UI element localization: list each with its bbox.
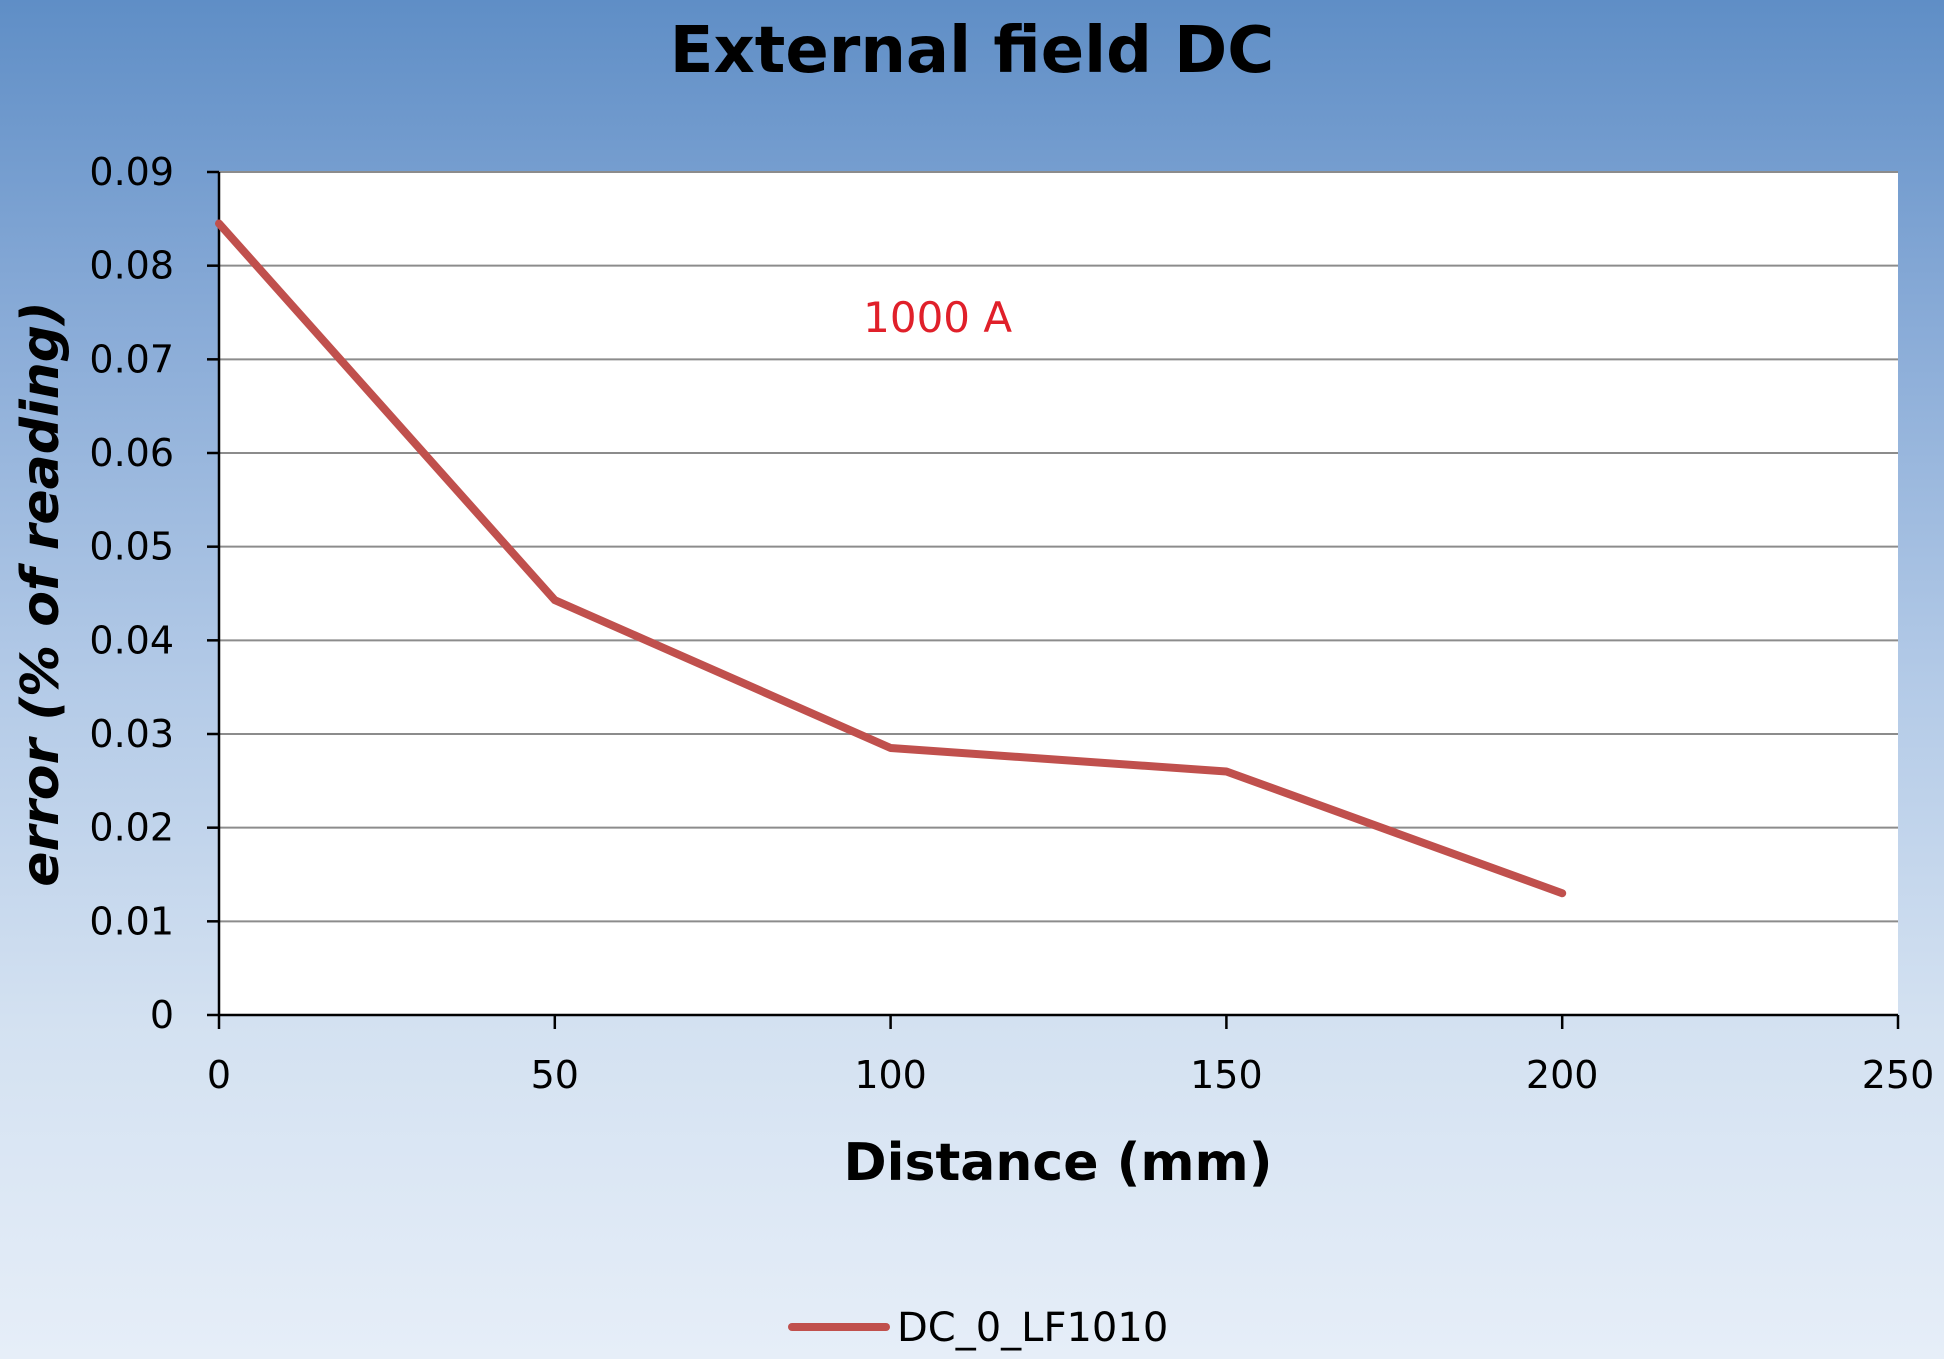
y-tick-label: 0.05 xyxy=(89,525,174,569)
y-tick-label: 0.08 xyxy=(89,244,174,288)
x-tick-label: 250 xyxy=(1862,1053,1935,1097)
y-tick-label: 0.07 xyxy=(89,337,174,381)
y-tick-label: 0.01 xyxy=(89,899,174,943)
x-tick-label: 0 xyxy=(207,1053,231,1097)
axes xyxy=(217,172,1898,1017)
annotation-label: 1000 A xyxy=(863,293,1012,342)
y-tick-label: 0 xyxy=(150,993,174,1037)
y-tick-labels: 0 0.01 0.02 0.03 0.04 0.05 0.06 0.07 0.08 0.09 xyxy=(89,150,219,1037)
legend: DC_0_LF1010 xyxy=(788,1305,1168,1351)
y-tick-label: 0.02 xyxy=(89,806,174,850)
x-tick-label: 100 xyxy=(854,1053,927,1097)
x-tick-labels: 0 50 100 150 200 250 xyxy=(207,1015,1934,1097)
legend-entry-label: DC_0_LF1010 xyxy=(897,1305,1168,1351)
y-tick-label: 0.04 xyxy=(89,618,174,662)
y-axis-label: error (% of reading) xyxy=(11,301,71,887)
x-tick-label: 50 xyxy=(531,1053,579,1097)
plot-area xyxy=(219,172,1898,1015)
chart-title: External field DC xyxy=(670,14,1275,88)
x-tick-label: 200 xyxy=(1526,1053,1599,1097)
x-axis-label: Distance (mm) xyxy=(844,1133,1273,1193)
y-tick-label: 0.09 xyxy=(89,150,174,194)
y-tick-label: 0.06 xyxy=(89,431,174,475)
x-tick-label: 150 xyxy=(1190,1053,1263,1097)
series-layer xyxy=(215,219,1567,898)
gridlines xyxy=(219,171,1898,923)
y-tick-label: 0.03 xyxy=(89,712,174,756)
